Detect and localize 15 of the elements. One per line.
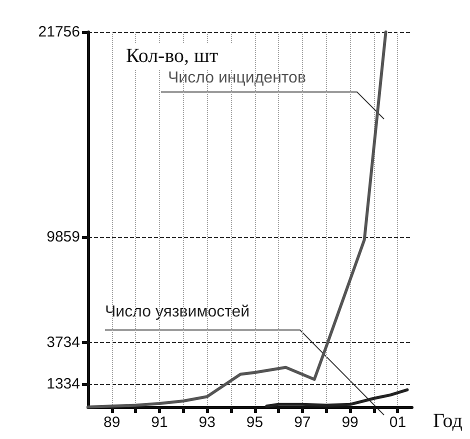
x-tick-label: 91 — [151, 414, 168, 431]
x-tick-label: 93 — [198, 414, 216, 431]
y-axis-title: Кол-во, шт — [126, 45, 218, 67]
y-tick-label: 21756 — [38, 24, 80, 40]
text: Число инцидентов — [168, 70, 306, 86]
x-tick-label: 99 — [342, 414, 358, 431]
x-axis-title: Год — [433, 410, 462, 432]
x-tick-label: 01 — [389, 414, 406, 431]
y-tick-label: 1334 — [46, 376, 80, 393]
x-tick-label: 89 — [103, 414, 120, 431]
y-tick-label: 9859 — [46, 228, 80, 246]
text: Число уязвимостей — [105, 304, 250, 320]
x-tick-label: 95 — [246, 414, 264, 431]
x-tick-label: 97 — [294, 414, 311, 431]
y-tick-label: 3734 — [46, 334, 80, 352]
